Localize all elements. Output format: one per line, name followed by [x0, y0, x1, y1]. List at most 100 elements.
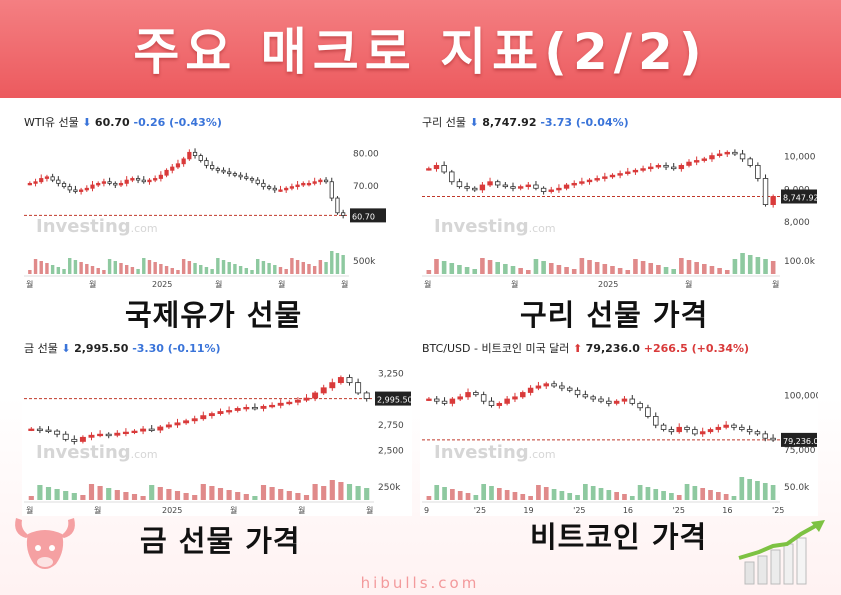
candle: [135, 178, 141, 181]
volume-bar: [88, 484, 95, 500]
candle: [62, 433, 69, 440]
candle: [684, 426, 690, 430]
volume-bar: [307, 264, 311, 274]
x-tick-label: 16: [623, 506, 633, 515]
candle: [289, 186, 294, 189]
candle: [543, 383, 549, 387]
volume-bar: [255, 259, 260, 274]
volume-bar: [583, 484, 588, 500]
candle: [732, 151, 738, 155]
volume-bar: [723, 494, 729, 500]
candle: [341, 212, 346, 216]
volume-bar: [90, 266, 95, 274]
x-tick-label: 월: [89, 279, 96, 289]
x-tick-label: '25: [772, 506, 784, 515]
candle: [148, 428, 155, 431]
x-tick-label: 월: [366, 505, 373, 515]
volume-bar: [520, 494, 526, 500]
candle: [312, 392, 319, 399]
candle: [318, 179, 323, 183]
candle: [157, 426, 164, 431]
candle: [502, 184, 509, 188]
y-tick-label: 10,000: [784, 153, 816, 163]
watermark: Investing.com: [434, 216, 556, 237]
volume-bar: [434, 485, 440, 500]
candle: [164, 169, 169, 176]
candle: [272, 187, 277, 191]
x-tick-label: 19: [523, 506, 533, 515]
volume-bar: [625, 270, 631, 274]
down-arrow-icon: ⬇: [469, 116, 482, 129]
y-tick-label: 2,500: [378, 447, 404, 457]
volume-bar: [187, 261, 192, 274]
candle: [770, 437, 776, 441]
volume-bar: [284, 269, 288, 274]
volume-bar: [512, 492, 518, 500]
candle: [50, 176, 55, 181]
volume-bar: [770, 485, 776, 500]
candle: [571, 182, 577, 186]
candle: [306, 182, 312, 186]
candle: [668, 429, 675, 433]
candle: [457, 396, 463, 400]
up-arrow-icon: ⬆: [573, 342, 586, 355]
candle: [488, 400, 495, 406]
volume-bar: [702, 264, 707, 274]
candle: [278, 189, 283, 192]
candle: [479, 184, 486, 191]
instrument-name: WTI유 선물: [24, 116, 82, 129]
candle: [346, 377, 353, 384]
last-price: 2,995.50: [74, 342, 132, 355]
price-tag-label: 79,236.00: [783, 437, 818, 446]
x-tick-label: 월: [215, 279, 222, 289]
volume-bar: [567, 493, 573, 500]
y-tick-label: 70.00: [353, 182, 379, 192]
volume-bar: [204, 267, 209, 274]
volume-bar: [142, 258, 146, 274]
volume-bar: [518, 268, 523, 274]
candle: [670, 166, 677, 170]
candle: [563, 184, 570, 189]
volume-bar: [335, 253, 340, 274]
volume-bar: [329, 480, 335, 500]
candle: [594, 178, 600, 181]
volume-bar: [464, 267, 470, 274]
volume-bar: [244, 268, 249, 274]
volume-bar: [481, 484, 487, 500]
volume-bar: [762, 483, 768, 500]
candle: [147, 179, 152, 183]
x-tick-label: 2025: [152, 280, 172, 289]
candle: [724, 151, 730, 155]
x-tick-label: 월: [685, 279, 692, 289]
candle: [625, 171, 631, 174]
volume-bar: [273, 265, 277, 274]
volume-bar: [622, 494, 627, 500]
volume-bar: [147, 260, 152, 274]
volume-bar: [715, 492, 721, 500]
volume-bar: [221, 260, 226, 274]
candle: [208, 413, 215, 417]
caption-wti: 국제유가 선물: [125, 298, 303, 332]
y-tick-label: 100,000: [784, 392, 818, 402]
volume-bar: [210, 269, 214, 274]
volume-bar: [338, 482, 344, 500]
volume-bar: [45, 263, 49, 274]
volume-bar: [28, 270, 32, 274]
volume-bar: [102, 270, 106, 274]
candle: [303, 397, 310, 401]
volume-bar: [28, 496, 34, 500]
volume-bar: [183, 493, 189, 500]
volume-bar: [564, 267, 569, 274]
title-banner: 주요 매크로 지표(2/2): [0, 0, 841, 98]
chart-header: 금 선물 ⬇ 2,995.50 -3.30 (-0.11%): [24, 342, 221, 355]
volume-bar: [571, 269, 577, 274]
volume-bar: [645, 487, 651, 500]
volume-bar: [176, 270, 180, 274]
candle: [496, 402, 503, 406]
volume-bar: [653, 489, 659, 500]
volume-bar: [217, 488, 224, 500]
watermark-suffix: .com: [529, 222, 556, 235]
volume-tick-label: 500k: [353, 257, 376, 267]
volume-bar: [286, 491, 292, 500]
candle: [54, 430, 61, 435]
